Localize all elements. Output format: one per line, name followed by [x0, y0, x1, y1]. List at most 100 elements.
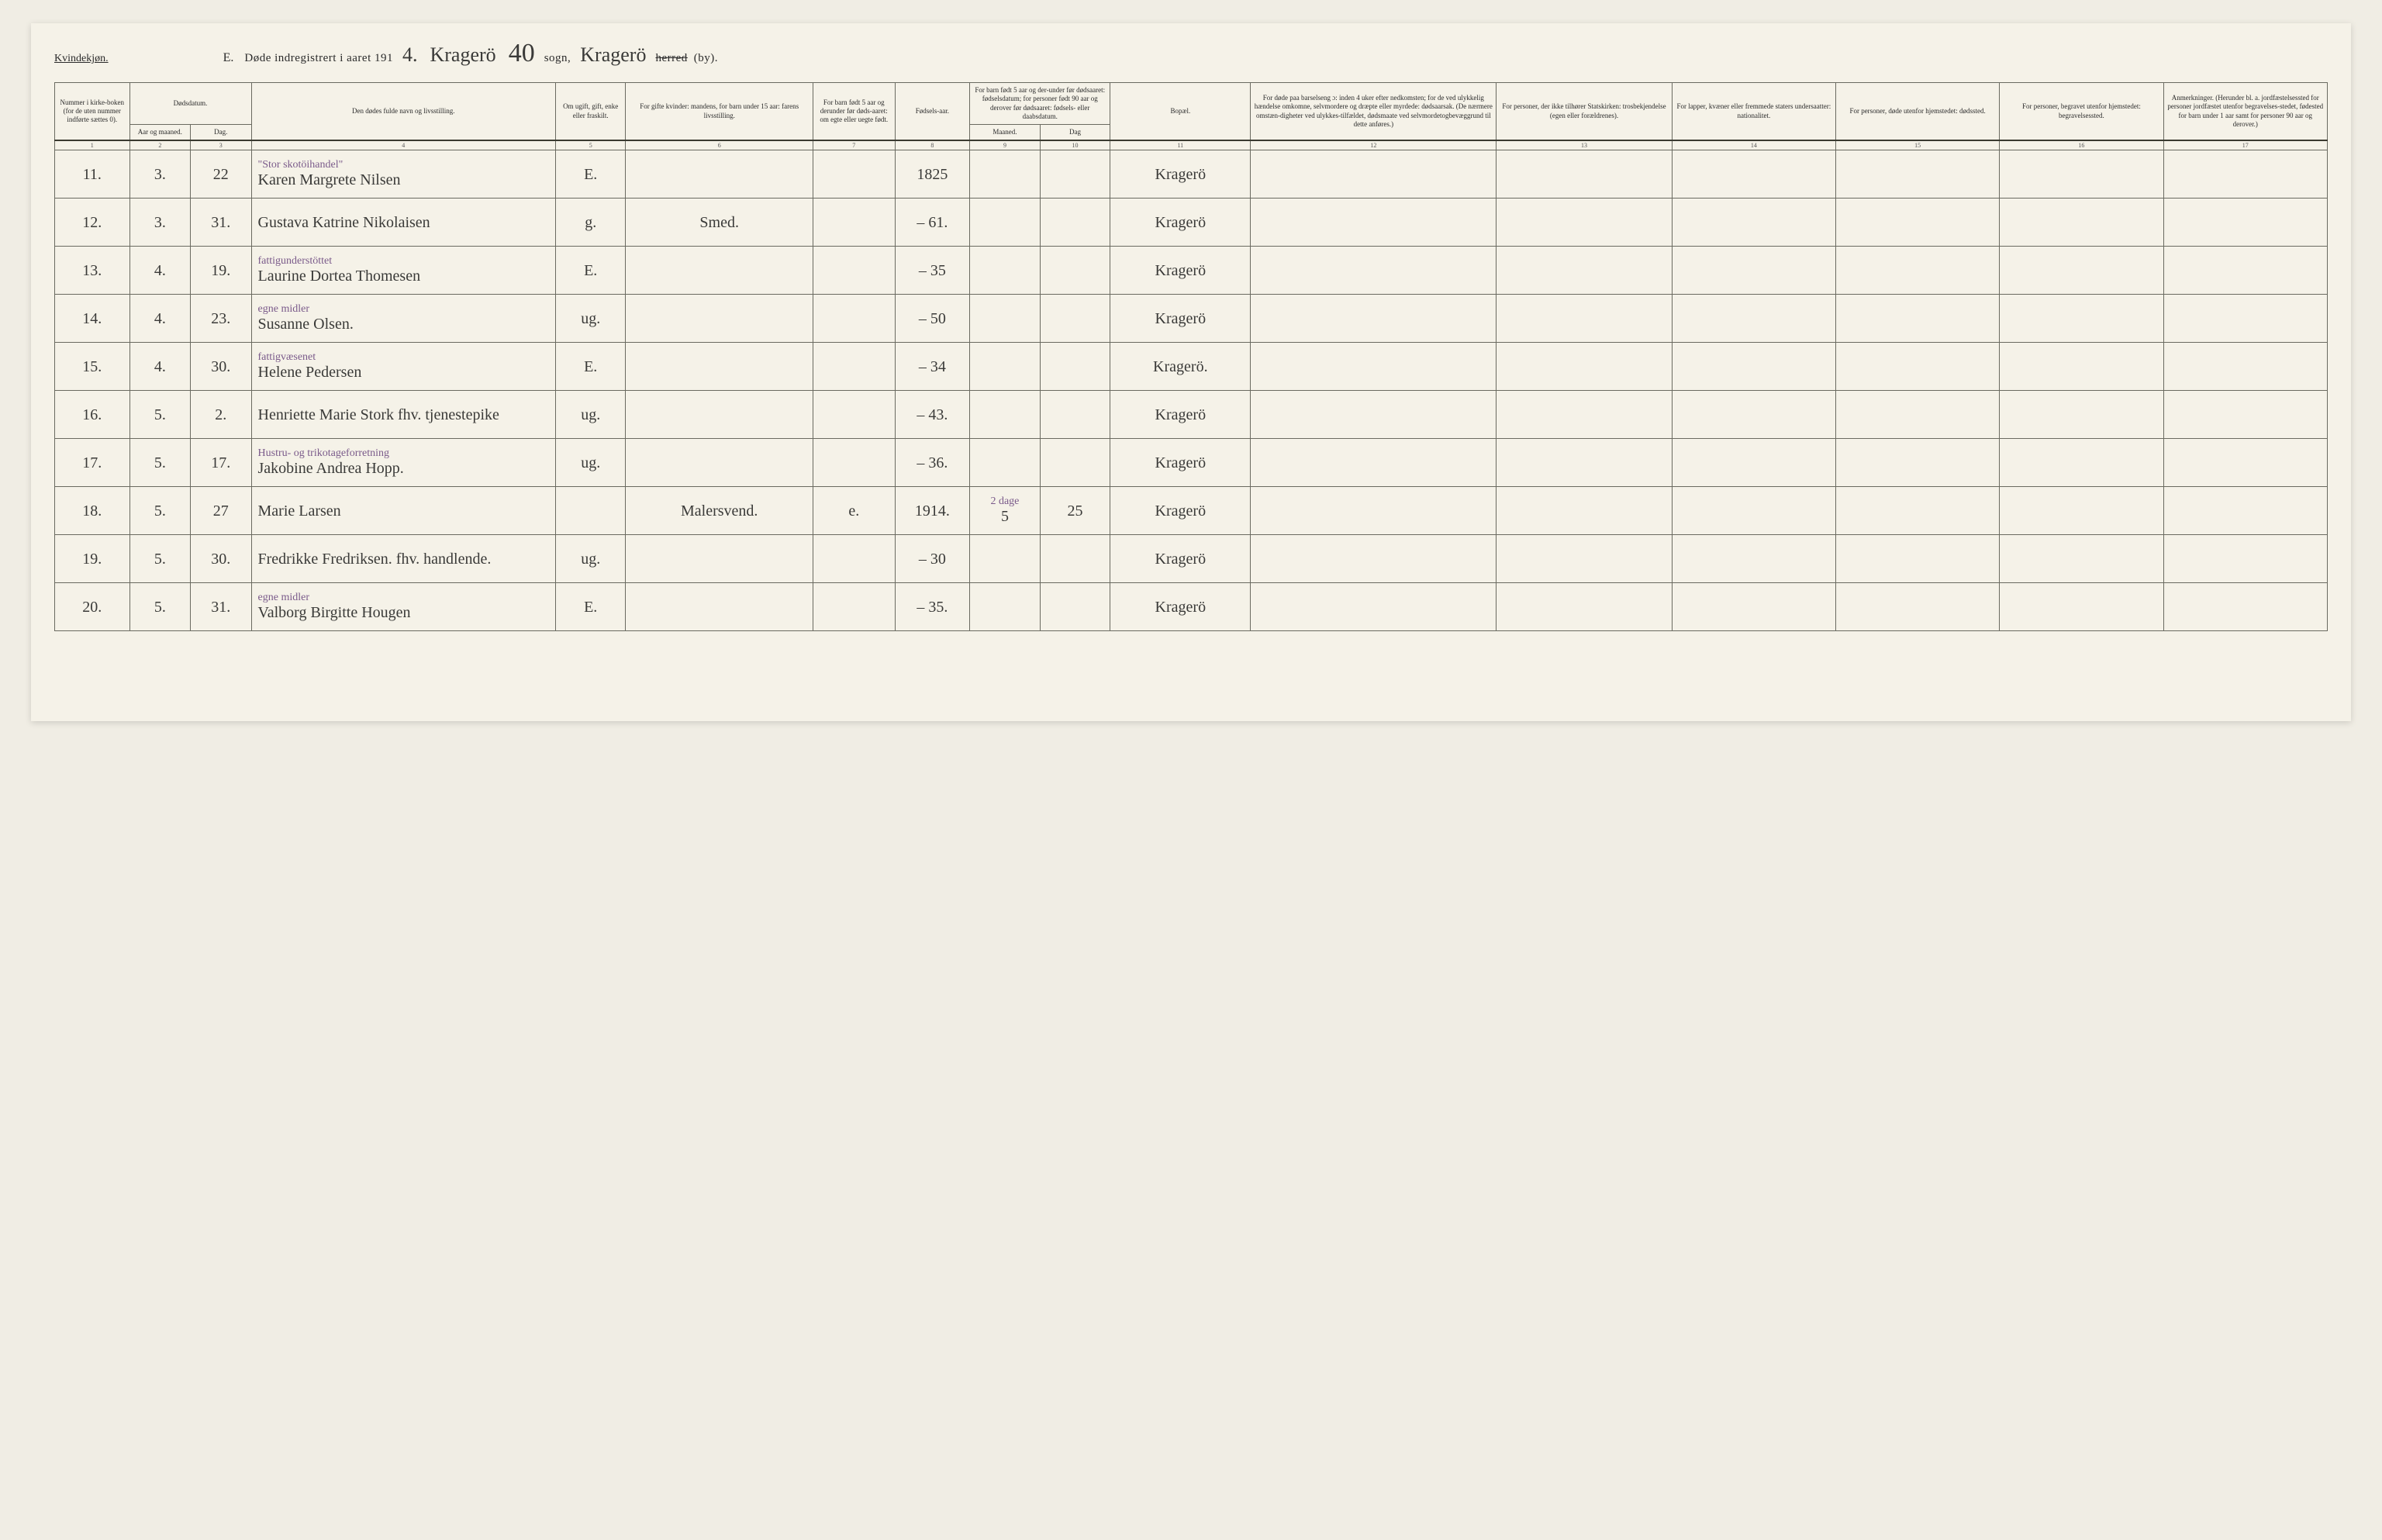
cell — [626, 583, 813, 631]
cell — [1251, 487, 1497, 535]
cell — [1835, 199, 1999, 247]
cell — [2000, 487, 2163, 535]
cell: 3. — [129, 150, 190, 199]
table-row: 20.5.31.egne midlerValborg Birgitte Houg… — [55, 583, 2328, 631]
cell — [1040, 535, 1110, 583]
cell: 4. — [129, 247, 190, 295]
cell: Hustru- og trikotageforretningJakobine A… — [251, 439, 555, 487]
cell: ug. — [555, 439, 626, 487]
cell: E. — [555, 343, 626, 391]
section-letter: E. — [223, 51, 234, 65]
cell: 31. — [191, 199, 251, 247]
col-header: For barn født 5 aar og der-under før død… — [970, 83, 1110, 125]
table-row: 17.5.17.Hustru- og trikotageforretningJa… — [55, 439, 2328, 487]
page-header: Kvindekjøn. E. Døde indregistrert i aare… — [54, 39, 2328, 68]
cell: – 30 — [895, 535, 970, 583]
cell — [626, 295, 813, 343]
colnum: 14 — [1672, 140, 1835, 150]
col-subheader: Dag. — [191, 125, 251, 141]
cell — [626, 150, 813, 199]
cell: Kragerö — [1110, 295, 1251, 343]
cell: 19. — [191, 247, 251, 295]
cell: – 35. — [895, 583, 970, 631]
col-header: For barn født 5 aar og derunder før døds… — [813, 83, 895, 141]
colnum: 2 — [129, 140, 190, 150]
cell — [1835, 583, 1999, 631]
cell — [1672, 150, 1835, 199]
cell — [813, 295, 895, 343]
cell: 5. — [129, 391, 190, 439]
cell — [1835, 391, 1999, 439]
colnum: 1 — [55, 140, 130, 150]
colnum: 17 — [2163, 140, 2327, 150]
col-header: For personer, begravet utenfor hjemstede… — [2000, 83, 2163, 141]
cell — [2163, 150, 2327, 199]
col-header: Fødsels-aar. — [895, 83, 970, 141]
cell: Gustava Katrine Nikolaisen — [251, 199, 555, 247]
cell — [626, 343, 813, 391]
cell: g. — [555, 199, 626, 247]
cell: 17. — [55, 439, 130, 487]
cell: Kragerö — [1110, 583, 1251, 631]
cell: 14. — [55, 295, 130, 343]
cell — [813, 583, 895, 631]
col-header: For døde paa barselseng ɔ: inden 4 uker … — [1251, 83, 1497, 141]
ledger-page: Kvindekjøn. E. Døde indregistrert i aare… — [31, 23, 2351, 721]
cell — [2163, 439, 2327, 487]
table-row: 15.4.30.fattigvæsenetHelene PedersenE.– … — [55, 343, 2328, 391]
herred-struck: herred — [655, 52, 687, 65]
cell — [1672, 247, 1835, 295]
cell: 1825 — [895, 150, 970, 199]
cell: Smed. — [626, 199, 813, 247]
cell — [1251, 535, 1497, 583]
col-header: Om ugift, gift, enke eller fraskilt. — [555, 83, 626, 141]
cell: – 35 — [895, 247, 970, 295]
colnum: 6 — [626, 140, 813, 150]
cell: – 61. — [895, 199, 970, 247]
cell — [970, 583, 1041, 631]
cell — [2000, 199, 2163, 247]
cell: 15. — [55, 343, 130, 391]
cell — [970, 295, 1041, 343]
cell — [1835, 535, 1999, 583]
cell: E. — [555, 150, 626, 199]
cell — [970, 150, 1041, 199]
cell — [2000, 247, 2163, 295]
colnum: 12 — [1251, 140, 1497, 150]
cell — [813, 150, 895, 199]
table-row: 11.3.22"Stor skotöihandel"Karen Margrete… — [55, 150, 2328, 199]
cell: Kragerö — [1110, 247, 1251, 295]
cell — [1497, 439, 1672, 487]
sogn-number-hand: 40 — [506, 39, 538, 68]
cell — [2000, 343, 2163, 391]
cell — [2000, 439, 2163, 487]
cell — [626, 247, 813, 295]
cell — [1835, 487, 1999, 535]
cell — [1672, 535, 1835, 583]
cell: Kragerö — [1110, 487, 1251, 535]
cell: 17. — [191, 439, 251, 487]
cell: 30. — [191, 535, 251, 583]
col-header: For lapper, kvæner eller fremmede stater… — [1672, 83, 1835, 141]
sogn-label: sogn, — [544, 52, 571, 65]
cell — [2000, 150, 2163, 199]
cell: Kragerö — [1110, 391, 1251, 439]
cell: 3. — [129, 199, 190, 247]
cell — [1835, 439, 1999, 487]
cell: "Stor skotöihandel"Karen Margrete Nilsen — [251, 150, 555, 199]
col-subheader: Aar og maaned. — [129, 125, 190, 141]
table-row: 13.4.19.fattigunderstöttetLaurine Dortea… — [55, 247, 2328, 295]
cell — [2163, 487, 2327, 535]
sogn-name-hand: Kragerö — [427, 43, 499, 67]
cell — [2163, 343, 2327, 391]
cell: Malersvend. — [626, 487, 813, 535]
colnum: 8 — [895, 140, 970, 150]
cell: Kragerö — [1110, 150, 1251, 199]
cell: 1914. — [895, 487, 970, 535]
cell — [1251, 583, 1497, 631]
col-subheader: Dag — [1040, 125, 1110, 141]
cell: 30. — [191, 343, 251, 391]
colnum: 16 — [2000, 140, 2163, 150]
cell — [1497, 295, 1672, 343]
cell — [2000, 583, 2163, 631]
